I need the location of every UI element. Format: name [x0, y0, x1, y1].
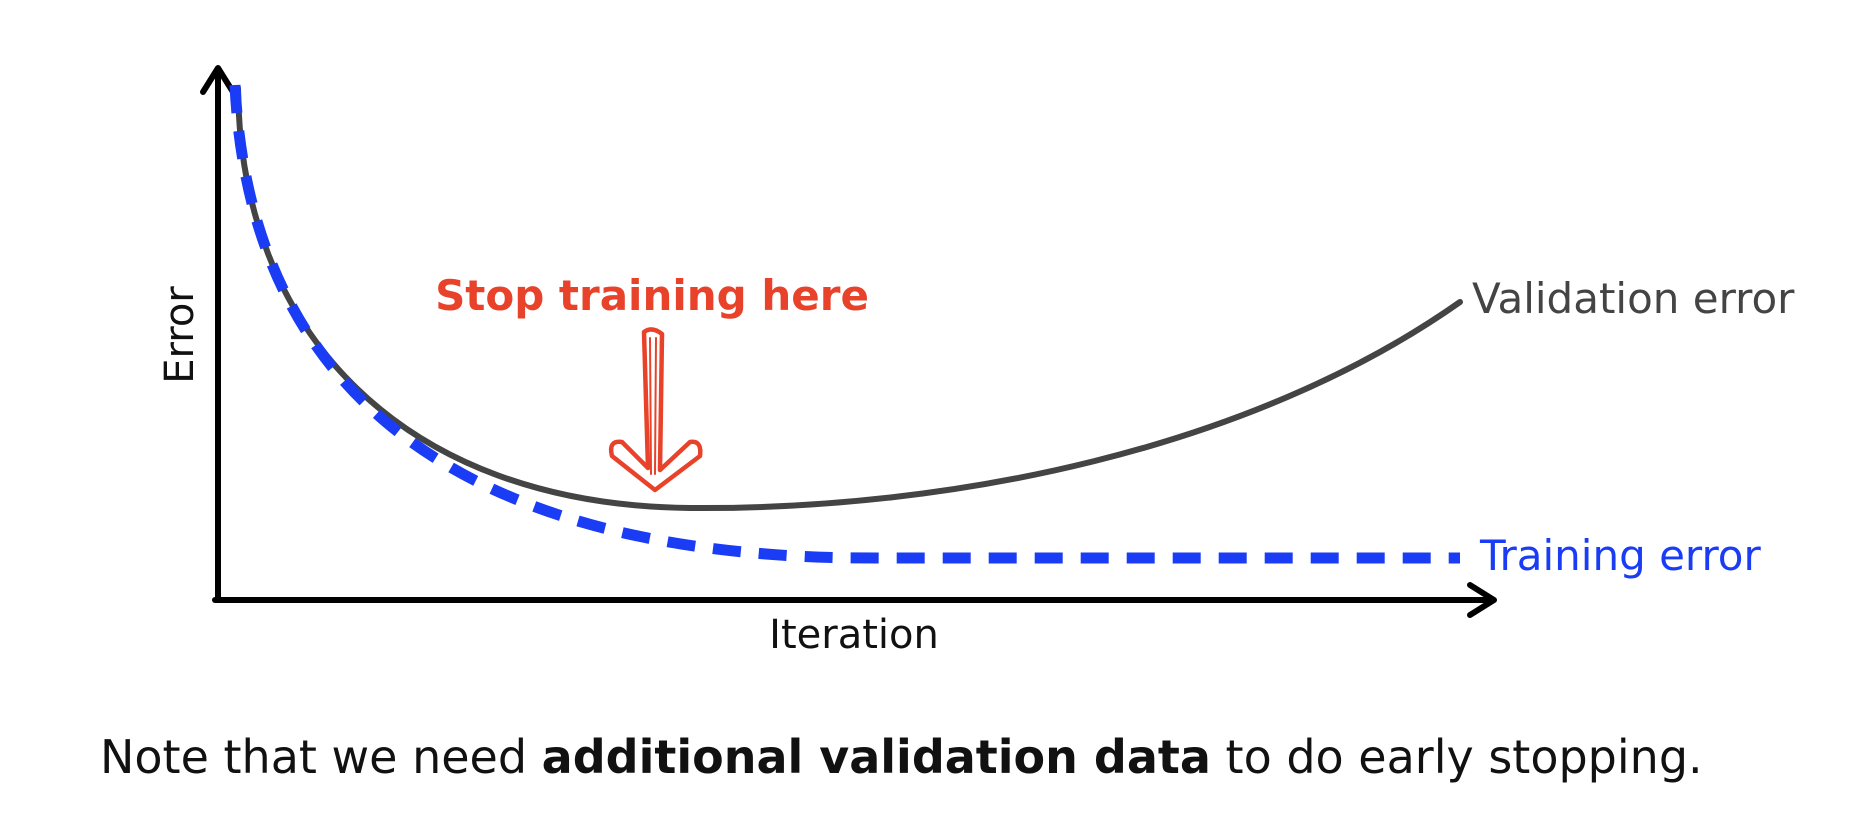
x-axis-label: Iteration: [769, 612, 939, 658]
stop-training-callout: Stop training here: [435, 271, 869, 320]
note-bold: additional validation data: [541, 730, 1211, 784]
y-axis-label: Error: [157, 286, 203, 384]
validation-error-curve: [235, 85, 1463, 512]
x-axis-arrowhead: [1467, 582, 1497, 618]
note-suffix: to do early stopping.: [1210, 730, 1703, 784]
validation-error-label: Validation error: [1472, 274, 1795, 323]
axes: [200, 65, 1497, 618]
down-arrow-icon: [608, 327, 703, 493]
training-error-label: Training error: [1479, 531, 1761, 580]
y-axis-arrowhead: [200, 65, 236, 95]
note-text: Note that we need additional validation …: [100, 730, 1703, 784]
note-prefix: Note that we need: [100, 730, 542, 784]
down-arrow-inner-stroke: [649, 337, 657, 475]
training-error-curve: [229, 84, 1460, 564]
